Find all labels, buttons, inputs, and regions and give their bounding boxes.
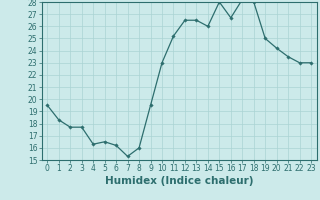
- X-axis label: Humidex (Indice chaleur): Humidex (Indice chaleur): [105, 176, 253, 186]
